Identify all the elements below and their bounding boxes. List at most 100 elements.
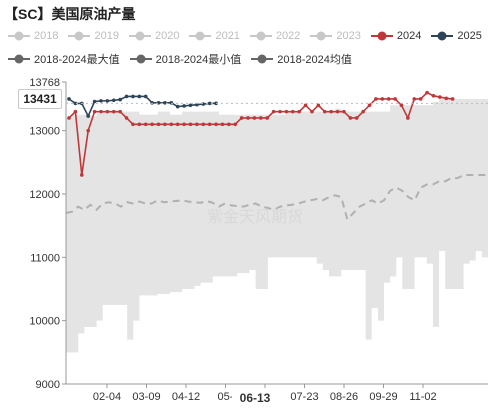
series-point-2024 [150, 122, 154, 127]
series-point-2024 [322, 109, 327, 114]
legend-item-1[interactable]: 2019 [68, 30, 119, 42]
legend-marker-icon [251, 54, 274, 64]
series-point-2024 [329, 109, 333, 114]
series-point-2024 [67, 116, 71, 120]
legend-item-3[interactable]: 2021 [189, 30, 240, 42]
series-point-2025 [67, 97, 71, 101]
series-point-2024 [79, 173, 84, 177]
y-tick-label: 13000 [29, 126, 60, 138]
series-point-2025 [163, 100, 167, 105]
legend-item-6[interactable]: 2024 [370, 30, 421, 42]
series-point-2024 [252, 116, 257, 120]
series-point-2025 [99, 99, 103, 103]
legend-marker-icon [249, 31, 272, 41]
legend-label: 2021 [215, 30, 240, 42]
series-point-2024 [361, 109, 365, 114]
series-point-2024 [195, 122, 199, 127]
legend-item-8[interactable]: 2018-2024最大值 [8, 51, 120, 67]
series-point-2025 [207, 101, 212, 106]
legend-label: 2018-2024最小值 [155, 54, 242, 66]
legend-marker-icon [129, 54, 152, 64]
y-tick-label: 12000 [29, 189, 60, 201]
x-tick-label: 11-02 [409, 391, 436, 403]
legend-label: 2018 [34, 30, 59, 42]
legend-marker-icon [370, 31, 393, 41]
series-point-2024 [233, 122, 238, 127]
legend-item-7[interactable]: 2025 [431, 30, 482, 42]
series-point-2024 [220, 122, 225, 127]
legend-item-9[interactable]: 2018-2024最小值 [129, 51, 242, 67]
legend-item-4[interactable]: 2022 [249, 30, 301, 42]
legend-item-10[interactable]: 2018-2024均值 [251, 51, 352, 67]
legend-item-2[interactable]: 2020 [128, 30, 179, 42]
legend-item-0[interactable]: 2018 [8, 30, 58, 42]
legend-label: 2025 [457, 30, 482, 42]
series-point-2024 [131, 122, 135, 127]
series-point-2024 [310, 109, 314, 114]
series-point-2024 [316, 103, 321, 108]
y-tick-label: 9000 [36, 379, 60, 391]
x-tick-label: 05- [218, 391, 234, 403]
y-tick-label: 11000 [30, 252, 60, 264]
y-tick-label: 13768 [29, 77, 60, 89]
series-point-2024 [412, 97, 417, 101]
series-point-2024 [92, 109, 97, 114]
series-point-2024 [342, 109, 346, 114]
series-point-2025 [143, 94, 148, 99]
series-point-2025 [201, 102, 206, 106]
watermark: 紫金天风期货 [207, 207, 303, 226]
series-point-2025 [182, 104, 186, 108]
series-point-2024 [188, 122, 193, 127]
legend-item-5[interactable]: 2023 [310, 30, 361, 42]
series-point-2024 [137, 122, 142, 127]
x-tick-label: 02-04 [93, 391, 121, 403]
series-point-2025 [118, 97, 122, 102]
legend-marker-icon [431, 31, 454, 41]
legend-row-stats: 2018-2024最大值 2018-2024最小值 2018-2024均值 [8, 51, 362, 67]
series-point-2024 [284, 109, 289, 114]
x-tick-label: 04-12 [172, 391, 200, 403]
legend-marker-icon [310, 31, 333, 41]
series-point-2024 [239, 116, 244, 120]
series-point-2025 [105, 99, 110, 103]
series-point-2024 [450, 97, 455, 101]
series-point-2024 [271, 109, 276, 114]
series-point-2025 [188, 103, 193, 108]
series-point-2024 [207, 122, 212, 127]
legend-marker-icon [189, 31, 212, 41]
series-point-2024 [124, 116, 129, 120]
series-point-2024 [156, 122, 161, 127]
series-point-2024 [290, 109, 295, 114]
x-tick-label: 08-26 [330, 391, 358, 403]
x-tick-label: 07-23 [290, 391, 318, 403]
legend-label: 2023 [336, 30, 361, 42]
series-point-2025 [150, 100, 154, 105]
series-point-2024 [118, 109, 122, 114]
series-point-2024 [182, 122, 186, 127]
series-point-2024 [297, 109, 301, 114]
series-point-2025 [124, 94, 129, 99]
series-point-2024 [73, 109, 78, 114]
series-point-2024 [214, 122, 218, 127]
y-pointer-label: 13431 [18, 89, 62, 109]
series-point-2025 [137, 94, 142, 99]
legend-marker-icon [68, 31, 91, 41]
series-point-2024 [399, 103, 404, 108]
series-point-2025 [131, 94, 135, 99]
series-point-2025 [111, 98, 116, 103]
x-pointer-label: 06-13 [232, 388, 278, 408]
y-tick-label: 10000 [29, 316, 60, 328]
series-point-2025 [156, 100, 161, 105]
series-point-2024 [227, 122, 231, 127]
series-point-2024 [374, 97, 378, 101]
x-tick-label: 03-09 [132, 391, 160, 403]
legend-label: 2022 [275, 30, 301, 42]
chart-title: 【SC】美国原油产量 [4, 6, 136, 22]
series-point-2025 [73, 101, 78, 106]
series-point-2024 [367, 103, 372, 108]
series-point-2024 [354, 116, 359, 120]
series-point-2024 [201, 122, 206, 127]
series-point-2024 [86, 128, 90, 133]
legend-row-years: 2018 2019 2020 2021 2022 2023 2024 2025 [8, 30, 492, 42]
